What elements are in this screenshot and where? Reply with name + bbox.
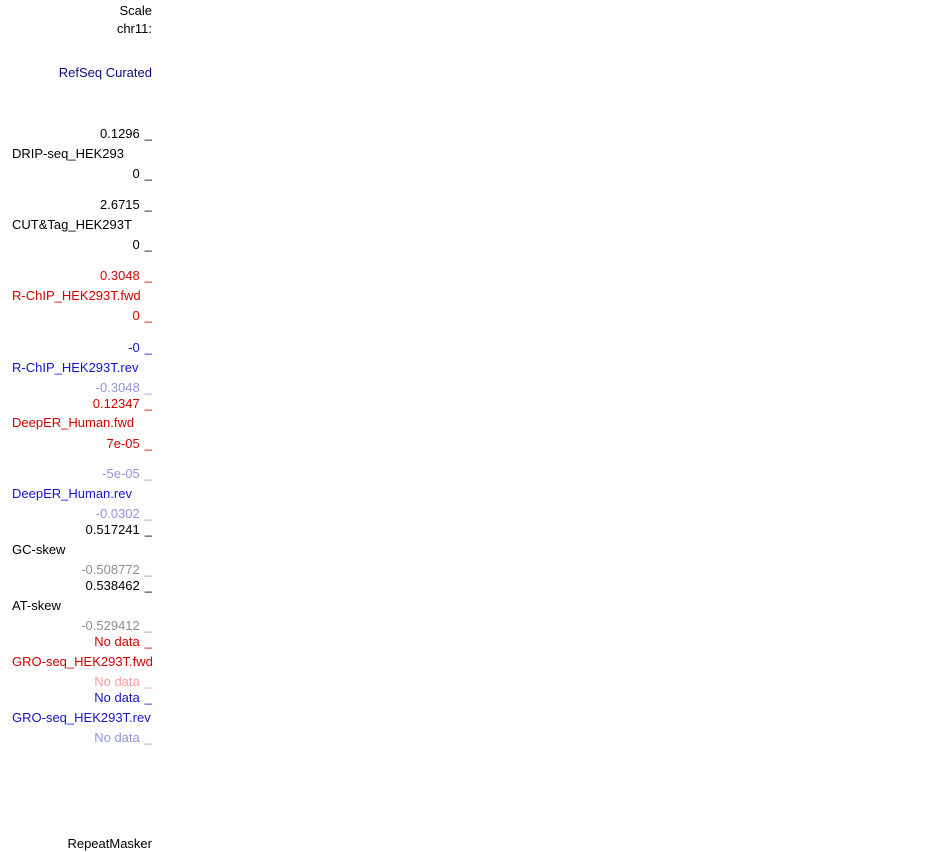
track-max-value: 0.538462 _ bbox=[86, 578, 152, 593]
value-text: 0.12347 bbox=[92, 396, 140, 411]
value-text: No data bbox=[94, 690, 140, 705]
track-max-value: 0.1296 _ bbox=[100, 126, 152, 141]
value-text: 0.1296 bbox=[100, 126, 140, 141]
track-min-value: 0 _ bbox=[133, 166, 152, 181]
axis-tick: _ bbox=[144, 308, 152, 323]
value-text: -0 bbox=[128, 340, 140, 355]
axis-tick: _ bbox=[144, 237, 152, 252]
track-label-r-chip-hek293t-rev[interactable]: R-ChIP_HEK293T.rev bbox=[12, 360, 139, 375]
axis-tick: _ bbox=[144, 690, 152, 705]
track-min-value: No data _ bbox=[94, 674, 152, 689]
track-label-gc-skew[interactable]: GC-skew bbox=[12, 542, 66, 557]
value-text: -0.0302 bbox=[95, 506, 140, 521]
axis-tick: _ bbox=[144, 466, 152, 481]
axis-tick: _ bbox=[144, 380, 152, 395]
axis-tick: _ bbox=[144, 340, 152, 355]
axis-tick: _ bbox=[144, 634, 152, 649]
axis-tick: _ bbox=[144, 618, 152, 633]
axis-tick: _ bbox=[144, 268, 152, 283]
value-text: 0.538462 bbox=[85, 578, 140, 593]
axis-tick: _ bbox=[144, 562, 152, 577]
track-label-repeatmasker[interactable]: RepeatMasker bbox=[67, 836, 152, 851]
value-text: 2.6715 bbox=[100, 197, 140, 212]
axis-tick: _ bbox=[144, 506, 152, 521]
track-label-at-skew[interactable]: AT-skew bbox=[12, 598, 61, 613]
track-max-value: 0.3048 _ bbox=[100, 268, 152, 283]
track-label-gro-seq-hek293t-fwd[interactable]: GRO-seq_HEK293T.fwd bbox=[12, 654, 153, 669]
track-min-value: -0.529412 _ bbox=[81, 618, 152, 633]
track-label-r-chip-hek293t-fwd[interactable]: R-ChIP_HEK293T.fwd bbox=[12, 288, 141, 303]
track-max-value: -5e-05 _ bbox=[102, 466, 152, 481]
track-max-value: 0.517241 _ bbox=[86, 522, 152, 537]
track-label-refseq-curated[interactable]: RefSeq Curated bbox=[58, 65, 152, 80]
value-text: -0.3048 bbox=[95, 380, 140, 395]
track-max-value: No data _ bbox=[94, 634, 152, 649]
track-label-drip-seq-hek293[interactable]: DRIP-seq_HEK293 bbox=[12, 146, 124, 161]
axis-tick: _ bbox=[144, 436, 152, 451]
axis-tick: _ bbox=[144, 730, 152, 745]
value-text: No data bbox=[94, 730, 140, 745]
value-text: -0.508772 bbox=[81, 562, 140, 577]
track-min-value: -0.508772 _ bbox=[81, 562, 152, 577]
scale-label: Scale bbox=[119, 3, 152, 18]
track-min-value: -0.0302 _ bbox=[96, 506, 152, 521]
value-text: No data bbox=[94, 674, 140, 689]
value-text: 0 bbox=[132, 166, 140, 181]
value-text: 7e-05 bbox=[106, 436, 140, 451]
position-label: chr11: bbox=[116, 21, 152, 36]
track-min-value: 0 _ bbox=[133, 237, 152, 252]
track-label-gro-seq-hek293t-rev[interactable]: GRO-seq_HEK293T.rev bbox=[12, 710, 151, 725]
track-max-value: No data _ bbox=[94, 690, 152, 705]
track-max-value: -0 _ bbox=[128, 340, 152, 355]
value-text: -0.529412 bbox=[81, 618, 140, 633]
track-label-deeper-human-fwd[interactable]: DeepER_Human.fwd bbox=[12, 415, 135, 430]
axis-tick: _ bbox=[144, 126, 152, 141]
track-max-value: 0.12347 _ bbox=[93, 396, 152, 411]
axis-tick: _ bbox=[144, 522, 152, 537]
value-text: 0 bbox=[132, 308, 140, 323]
track-min-value: No data _ bbox=[94, 730, 152, 745]
axis-tick: _ bbox=[144, 166, 152, 181]
axis-tick: _ bbox=[144, 197, 152, 212]
axis-tick: _ bbox=[144, 578, 152, 593]
track-min-value: -0.3048 _ bbox=[96, 380, 152, 395]
axis-tick: _ bbox=[144, 396, 152, 411]
value-text: 0.3048 bbox=[100, 268, 140, 283]
value-text: No data bbox=[94, 634, 140, 649]
value-text: -5e-05 bbox=[102, 466, 140, 481]
track-max-value: 2.6715 _ bbox=[100, 197, 152, 212]
value-text: 0 bbox=[132, 237, 140, 252]
track-label-deeper-human-rev[interactable]: DeepER_Human.rev bbox=[12, 486, 132, 501]
track-min-value: 7e-05 _ bbox=[107, 436, 152, 451]
track-min-value: 0 _ bbox=[133, 308, 152, 323]
value-text: 0.517241 bbox=[85, 522, 140, 537]
track-label-cut-tag-hek293t[interactable]: CUT&Tag_HEK293T bbox=[12, 217, 132, 232]
axis-tick: _ bbox=[144, 674, 152, 689]
